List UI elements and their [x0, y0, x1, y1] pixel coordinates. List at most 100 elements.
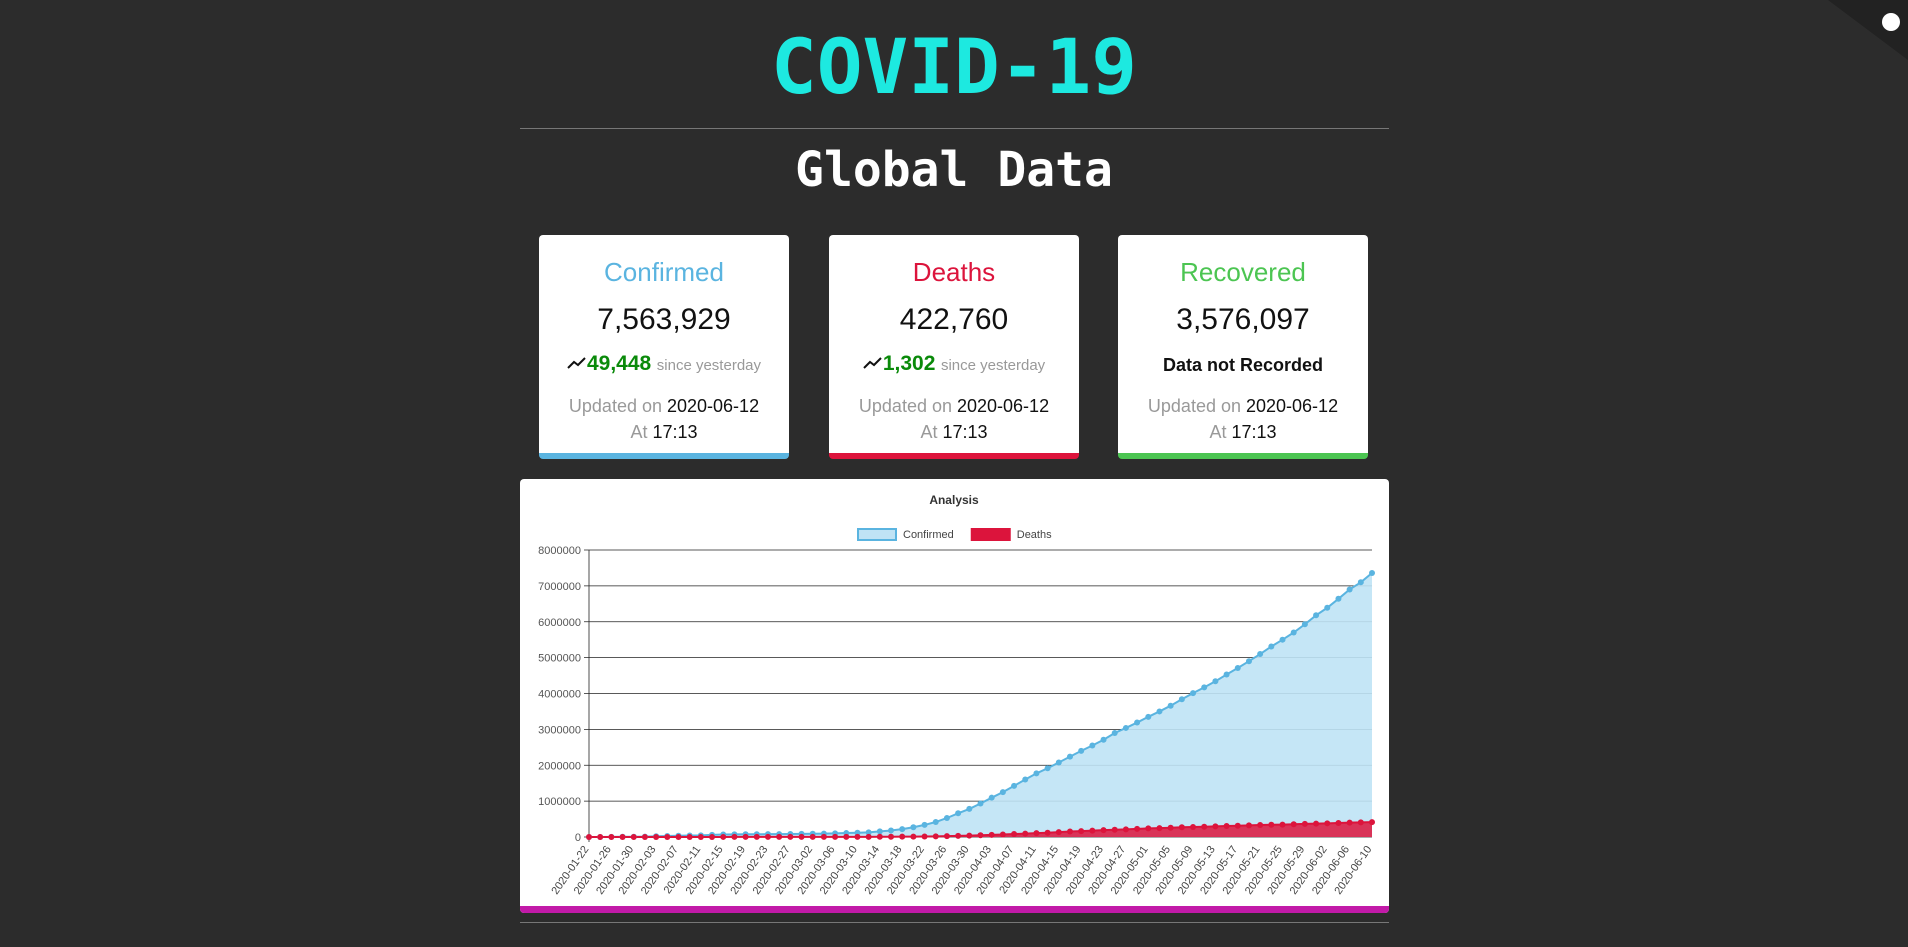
legend-swatch: [970, 528, 1011, 541]
point: [1167, 824, 1174, 831]
point: [798, 833, 805, 840]
point: [653, 833, 660, 840]
point: [943, 833, 950, 840]
y-tick-label: 6000000: [538, 617, 581, 629]
at-label: At: [630, 422, 648, 442]
point: [1301, 621, 1308, 628]
point: [955, 832, 962, 839]
point: [1313, 612, 1320, 619]
point: [1290, 629, 1297, 636]
legend-swatch: [857, 528, 897, 541]
point: [1290, 821, 1297, 828]
point: [943, 815, 950, 822]
point: [597, 833, 604, 840]
area: [589, 822, 1372, 837]
point: [1055, 759, 1062, 766]
point: [664, 833, 671, 840]
point: [1111, 826, 1118, 833]
point: [999, 831, 1006, 838]
point: [1190, 690, 1197, 697]
point: [686, 833, 693, 840]
point: [1234, 822, 1241, 829]
updated-label: Updated on: [568, 396, 662, 416]
point: [1178, 696, 1185, 703]
point: [1134, 825, 1141, 832]
point: [1223, 671, 1230, 678]
point: [832, 833, 839, 840]
point: [921, 833, 928, 840]
point: [630, 833, 637, 840]
point: [865, 829, 872, 836]
point: [1156, 708, 1163, 715]
chart-title: Analysis: [929, 493, 979, 507]
point: [1268, 643, 1275, 650]
y-tick-label: 2000000: [538, 760, 581, 772]
legend-label: Deaths: [1017, 529, 1052, 541]
point: [1089, 742, 1096, 749]
point: [1078, 828, 1085, 835]
point: [1357, 579, 1364, 586]
page-subtitle: Global Data: [795, 142, 1113, 198]
point: [764, 833, 771, 840]
point: [1167, 702, 1174, 709]
point: [843, 833, 850, 840]
point: [1324, 820, 1331, 827]
at-label: At: [920, 422, 938, 442]
y-tick-label: 5000000: [538, 653, 581, 665]
point: [1245, 822, 1252, 829]
point: [1100, 736, 1107, 743]
point: [977, 800, 984, 807]
legend-label: Confirmed: [903, 529, 954, 541]
card-note: Data not Recorded: [1162, 355, 1324, 375]
github-corner[interactable]: [1828, 0, 1908, 60]
time: 17:13: [652, 422, 698, 442]
y-tick-label: 0: [575, 832, 581, 844]
point: [641, 833, 648, 840]
point: [1145, 713, 1152, 720]
card: Deaths 422,760 1,302 since yesterday Upd…: [829, 235, 1079, 459]
point: [988, 831, 995, 838]
card-title: Deaths: [912, 257, 996, 287]
point: [1122, 826, 1129, 833]
point: [1279, 636, 1286, 643]
point: [1201, 823, 1208, 830]
point: [865, 833, 872, 840]
point: [1044, 765, 1051, 772]
point: [787, 833, 794, 840]
point: [876, 828, 883, 835]
trend-icon: [863, 357, 882, 369]
point: [675, 833, 682, 840]
updated-label: Updated on: [858, 396, 952, 416]
date: 2020-06-12: [667, 396, 760, 416]
point: [1066, 753, 1073, 760]
point: [899, 826, 906, 833]
point: [854, 829, 861, 836]
point: [921, 821, 928, 828]
point: [1324, 604, 1331, 611]
point: [1022, 776, 1029, 783]
point: [1033, 830, 1040, 837]
card-title: Confirmed: [604, 257, 724, 287]
point: [1346, 586, 1353, 593]
point: [1357, 819, 1364, 826]
point: [977, 832, 984, 839]
point: [888, 827, 895, 834]
point: [1078, 747, 1085, 754]
time: 17:13: [1231, 422, 1277, 442]
point: [999, 789, 1006, 796]
point: [888, 833, 895, 840]
point: [932, 819, 939, 826]
at-label: At: [1209, 422, 1227, 442]
point: [1234, 665, 1241, 672]
date: 2020-06-12: [957, 396, 1050, 416]
point: [753, 833, 760, 840]
point: [776, 833, 783, 840]
point: [910, 833, 917, 840]
point: [1279, 821, 1286, 828]
point: [709, 833, 716, 840]
divider: [520, 922, 1389, 923]
point: [988, 794, 995, 801]
card-value: 422,760: [899, 303, 1009, 336]
point: [932, 833, 939, 840]
